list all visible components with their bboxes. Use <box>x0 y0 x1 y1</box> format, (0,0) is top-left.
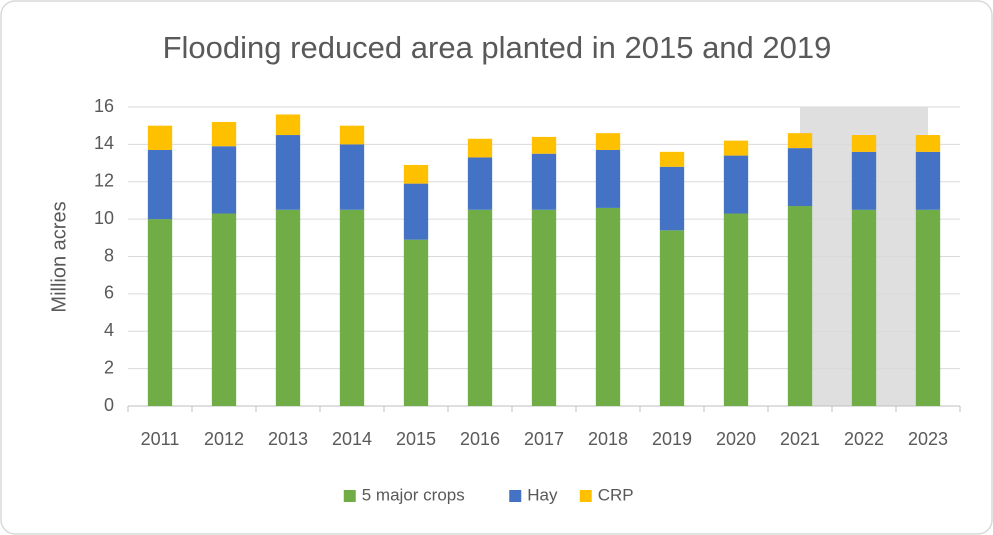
bar-segment <box>659 151 685 167</box>
bar-segment <box>787 206 813 406</box>
bar-segment <box>531 209 557 406</box>
legend-label: Hay <box>527 485 558 504</box>
bar-segment <box>851 135 877 152</box>
bar-segment <box>595 133 621 150</box>
bar-segment <box>531 136 557 154</box>
bar-segment <box>147 149 173 220</box>
x-tick-label: 2023 <box>908 429 948 449</box>
bar-segment <box>275 114 301 136</box>
x-tick-label: 2022 <box>844 429 884 449</box>
bar-segment <box>659 230 685 406</box>
y-tick-label: 16 <box>94 96 114 116</box>
bar-segment <box>211 121 237 147</box>
bar-segment <box>659 166 685 231</box>
y-tick-label: 4 <box>104 320 114 340</box>
bar-segment <box>211 146 237 214</box>
bar-segment <box>275 209 301 406</box>
bar-segment <box>339 209 365 406</box>
legend-swatch <box>509 490 522 502</box>
bar-segment <box>211 213 237 406</box>
y-tick-label: 8 <box>104 245 114 265</box>
x-tick-label: 2021 <box>780 429 820 449</box>
y-axis-label: Million acres <box>48 201 70 312</box>
x-tick-label: 2020 <box>716 429 756 449</box>
bar-segment <box>147 219 173 406</box>
bar-segment <box>147 125 173 150</box>
bar-segment <box>915 135 941 152</box>
x-tick-label: 2016 <box>460 429 500 449</box>
legend-label: CRP <box>598 485 634 504</box>
bar-segment <box>915 209 941 406</box>
bar-segment <box>595 207 621 406</box>
bar-segment <box>723 155 749 214</box>
legend-label: 5 major crops <box>362 485 465 504</box>
bar-segment <box>467 157 493 210</box>
y-tick-label: 10 <box>94 208 114 228</box>
bar-segment <box>467 138 493 158</box>
bar-segment <box>851 151 877 210</box>
legend-swatch <box>579 490 592 502</box>
bar-segment <box>723 140 749 156</box>
bar-segment <box>723 213 749 406</box>
y-tick-label: 2 <box>104 357 114 377</box>
bar-segment <box>403 183 429 240</box>
y-tick-label: 12 <box>94 171 114 191</box>
bar-segment <box>787 148 813 207</box>
x-tick-label: 2013 <box>268 429 308 449</box>
bar-segment <box>403 164 429 184</box>
bar-segment <box>851 209 877 406</box>
bar-segment <box>595 149 621 208</box>
y-tick-label: 0 <box>104 395 114 415</box>
x-tick-label: 2014 <box>332 429 372 449</box>
x-tick-label: 2012 <box>204 429 244 449</box>
bar-segment <box>531 153 557 210</box>
bar-segment <box>339 144 365 210</box>
x-tick-label: 2015 <box>396 429 436 449</box>
chart-title: Flooding reduced area planted in 2015 an… <box>163 30 832 65</box>
x-tick-label: 2019 <box>652 429 692 449</box>
bar-segment <box>339 125 365 145</box>
bar-segment <box>787 133 813 149</box>
bar-segment <box>403 239 429 406</box>
legend-swatch <box>343 490 356 502</box>
bar-segment <box>915 151 941 210</box>
bar-segment <box>275 135 301 210</box>
y-tick-label: 6 <box>104 283 114 303</box>
x-tick-label: 2011 <box>141 429 180 449</box>
x-tick-label: 2018 <box>588 429 628 449</box>
x-tick-label: 2017 <box>524 429 564 449</box>
y-tick-label: 14 <box>94 133 114 153</box>
bar-segment <box>467 209 493 406</box>
